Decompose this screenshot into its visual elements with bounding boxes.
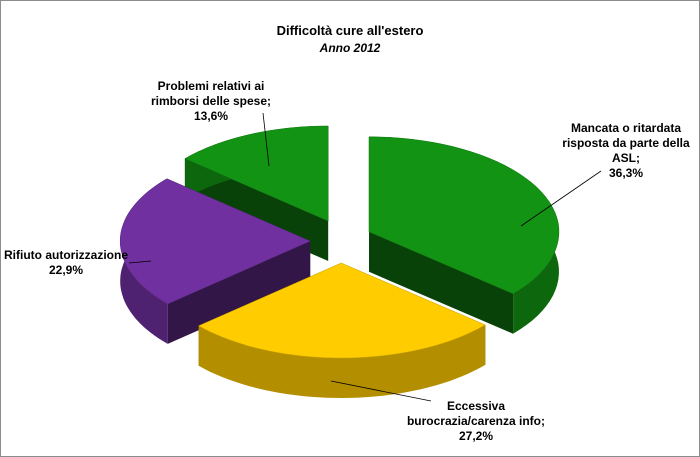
leader-line [330, 380, 432, 402]
value-label: 22,9% [48, 263, 84, 277]
data-label: Problemi relativi ai rimborsi delle spes… [141, 79, 281, 124]
slice-side [198, 324, 486, 398]
category-label: Rifiuto autorizzazione [4, 248, 128, 262]
data-label: Rifiuto autorizzazione 22,9% [1, 248, 131, 278]
chart-title: Difficoltà cure all'estero [276, 23, 424, 38]
slice [198, 262, 486, 359]
value-label: 13,6% [193, 109, 229, 123]
category-label: Eccessiva burocrazia/carenza info; [406, 399, 546, 428]
leader-line [520, 170, 602, 227]
category-label: Mancata o ritardata risposta da parte de… [562, 121, 690, 165]
leader-line [262, 112, 270, 167]
value-label: 36,3% [608, 166, 644, 180]
data-label: Eccessiva burocrazia/carenza info; 27,2% [396, 399, 556, 444]
value-label: 27,2% [458, 429, 494, 443]
category-label: Problemi relativi ai rimborsi delle spes… [150, 79, 272, 108]
slice [184, 125, 329, 222]
slice-wall [369, 231, 514, 334]
slice [119, 178, 311, 305]
data-label: Mancata o ritardata risposta da parte de… [556, 121, 696, 181]
slice-wall [167, 241, 311, 344]
leader-line [128, 260, 152, 264]
slice [368, 136, 560, 294]
chart-subtitle: Anno 2012 [319, 41, 381, 55]
